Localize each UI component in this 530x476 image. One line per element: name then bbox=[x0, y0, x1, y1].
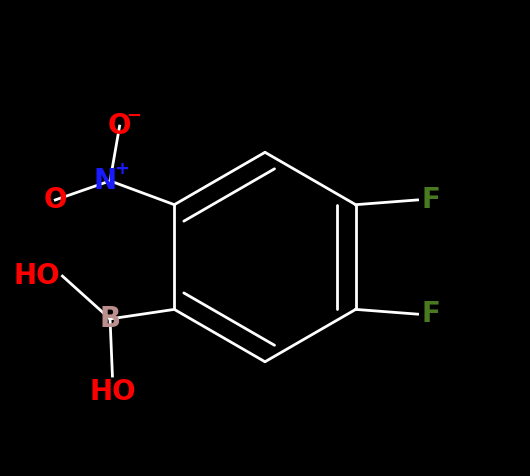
Text: N: N bbox=[94, 167, 117, 195]
Text: O: O bbox=[108, 112, 131, 140]
Text: HO: HO bbox=[13, 262, 60, 290]
Text: B: B bbox=[100, 305, 121, 333]
Text: F: F bbox=[421, 186, 440, 214]
Text: F: F bbox=[421, 300, 440, 328]
Text: HO: HO bbox=[89, 378, 136, 407]
Text: O: O bbox=[43, 186, 67, 214]
Text: +: + bbox=[114, 160, 129, 178]
Text: −: − bbox=[126, 107, 142, 125]
